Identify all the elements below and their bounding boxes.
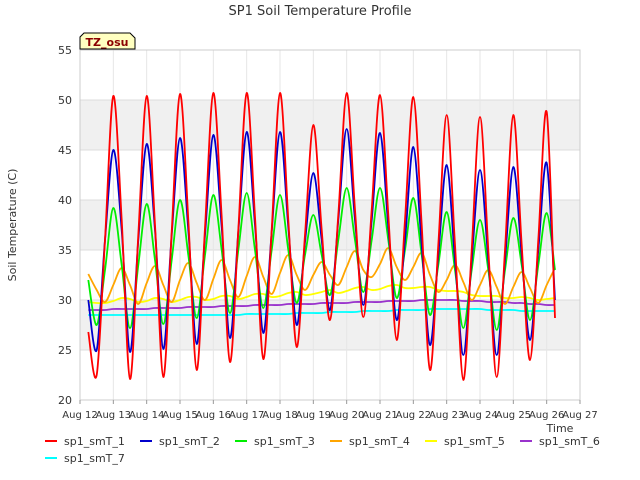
legend-label: sp1_smT_2 (159, 435, 220, 448)
legend: sp1_smT_1 sp1_smT_2 sp1_smT_3 sp1_smT_4 sp1_… (45, 435, 600, 465)
annotation-box (79, 32, 136, 50)
y-tick-label: 50 (58, 94, 72, 107)
series-line-sp1_smT_4 (87, 247, 556, 305)
x-tick-label: Aug 13 (96, 410, 131, 421)
x-tick-label: Aug 14 (129, 410, 164, 421)
series-line-sp1_smT_2 (87, 128, 556, 356)
x-tick-label: Aug 16 (196, 410, 231, 421)
x-tick-label: Aug 12 (62, 410, 97, 421)
y-tick-label: 20 (58, 394, 72, 407)
legend-label: sp1_smT_3 (254, 435, 315, 448)
legend-label: sp1_smT_1 (64, 435, 125, 448)
y-axis-ticks: 20 25 30 35 40 45 50 55 (58, 44, 72, 407)
x-tick-label: Aug 27 (562, 410, 597, 421)
x-tick-label: Aug 15 (162, 410, 197, 421)
legend-label: sp1_smT_5 (444, 435, 505, 448)
plot-band (80, 200, 580, 250)
x-tick-label: Aug 26 (529, 410, 564, 421)
x-axis-label: Time (546, 422, 574, 435)
series-line-sp1_smT_5 (88, 284, 556, 305)
y-tick-label: 25 (58, 344, 72, 357)
plot-frame (79, 49, 581, 401)
y-tick-label: 35 (58, 244, 72, 257)
series-lines (87, 92, 556, 381)
x-tick-label: Aug 24 (462, 410, 497, 421)
annotation-badge: TZ_osu (79, 32, 136, 50)
x-tick-label: Aug 25 (496, 410, 531, 421)
x-tick-label: Aug 20 (329, 410, 364, 421)
annotation-text: TZ_osu (86, 36, 129, 49)
legend-label: sp1_smT_7 (64, 452, 125, 465)
x-tick-label: Aug 17 (229, 410, 264, 421)
y-axis-label: Soil Temperature (C) (6, 169, 19, 282)
y-tick-label: 45 (58, 144, 72, 157)
x-tick-label: Aug 18 (262, 410, 297, 421)
x-tick-label: Aug 23 (429, 410, 464, 421)
legend-label: sp1_smT_4 (349, 435, 410, 448)
series-line-sp1_smT_3 (87, 187, 556, 331)
y-tick-label: 55 (58, 44, 72, 57)
x-tick-label: Aug 21 (362, 410, 397, 421)
y-tick-label: 40 (58, 194, 72, 207)
plot-band (80, 100, 580, 150)
x-tick-label: Aug 22 (396, 410, 431, 421)
x-tick-label: Aug 19 (296, 410, 331, 421)
legend-label: sp1_smT_6 (539, 435, 600, 448)
series-line-sp1_smT_1 (87, 92, 556, 381)
y-tick-label: 30 (58, 294, 72, 307)
chart-title: SP1 Soil Temperature Profile (229, 4, 412, 19)
